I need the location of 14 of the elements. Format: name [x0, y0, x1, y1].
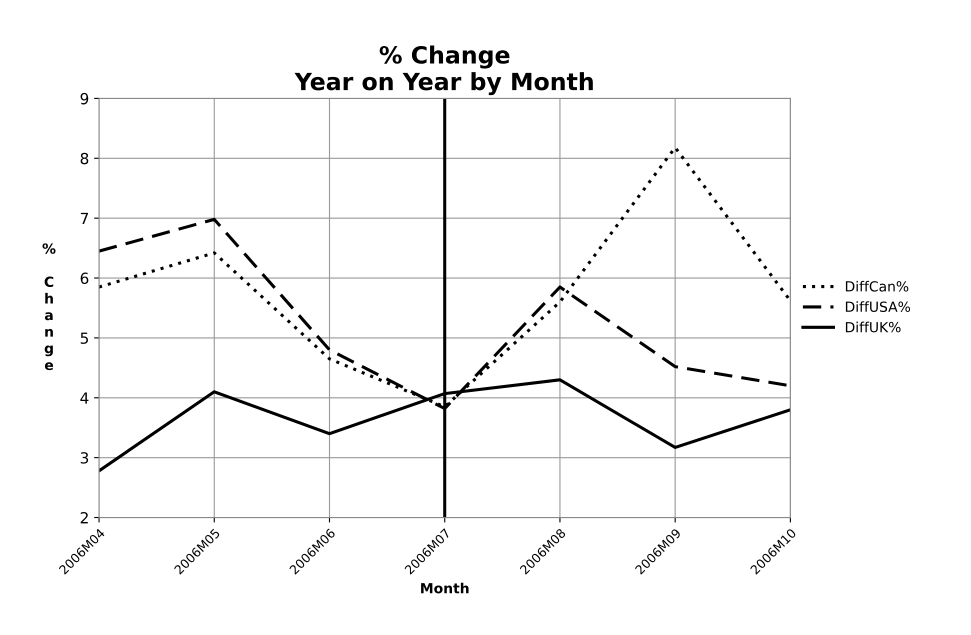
chart-title: % Change Year on Year by Month [294, 46, 593, 96]
y-tick-label: 5 [80, 332, 88, 344]
y-tick-label: 7 [80, 212, 88, 224]
y-tick-label: 2 [80, 512, 88, 524]
legend-label: DiffUSA% [846, 301, 910, 312]
legend-label: DiffCan% [846, 280, 908, 292]
y-tick-label: 3 [80, 452, 88, 464]
y-tick-label: 8 [80, 152, 88, 164]
y-tick-label: 6 [80, 272, 88, 284]
x-axis-title: Month [421, 582, 469, 594]
y-tick-label: 4 [80, 392, 88, 404]
y-tick-label: 9 [80, 92, 88, 104]
text: % Change [42, 243, 56, 370]
legend-label: DiffUK% [846, 322, 901, 332]
